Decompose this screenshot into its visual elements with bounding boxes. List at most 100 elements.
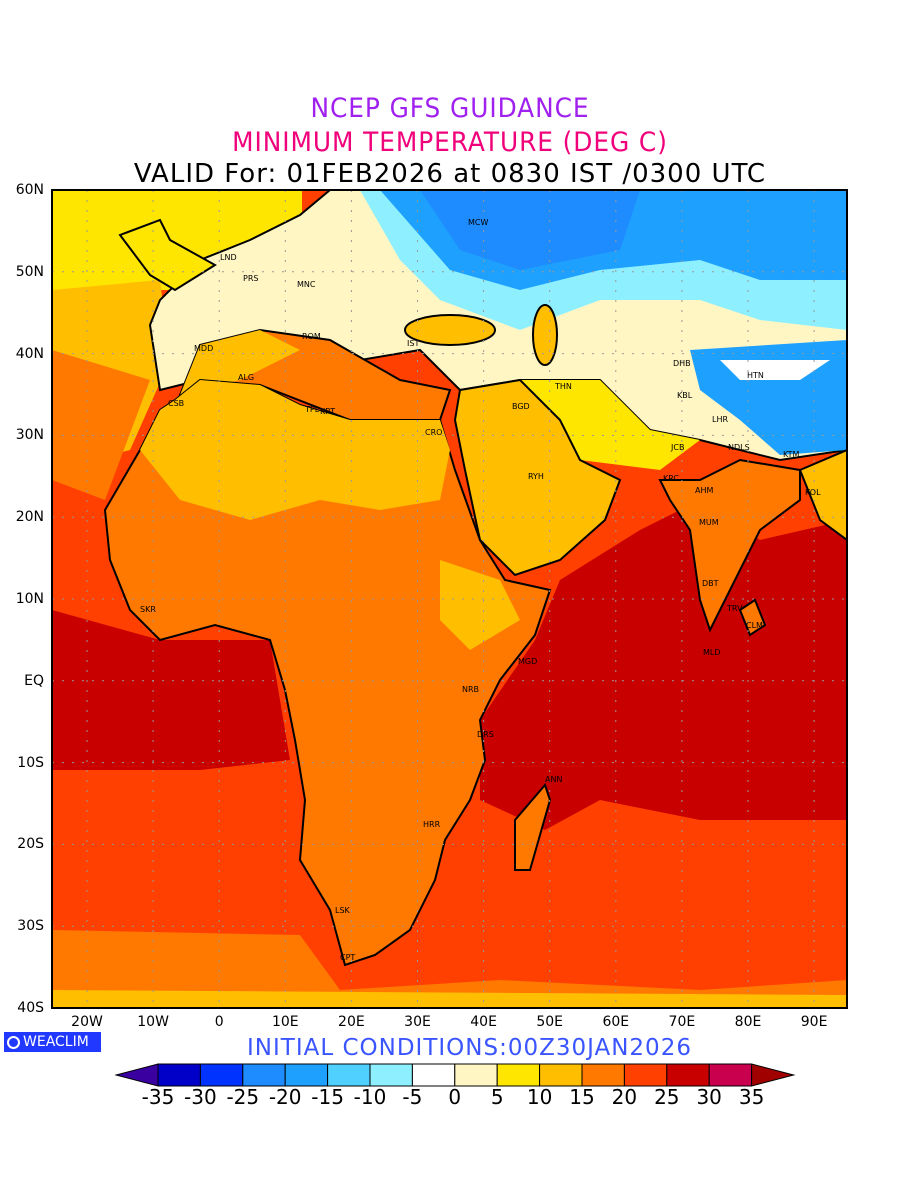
- city-label: HTN: [747, 371, 764, 380]
- colorbar-swatch: [284, 1063, 329, 1087]
- city-label: DBT: [702, 579, 719, 588]
- city-label: TRV: [726, 604, 743, 613]
- city-label: TPL: [304, 405, 320, 414]
- city-label: LHR: [712, 415, 728, 424]
- lon-label: 20E: [338, 1014, 365, 1030]
- colorbar-label: 15: [569, 1085, 595, 1109]
- lon-label: 40E: [470, 1014, 497, 1030]
- lat-label: 40S: [17, 1000, 44, 1016]
- city-label: DRS: [477, 730, 494, 739]
- colorbar-swatch: [157, 1063, 201, 1087]
- logo-text: WEACLIM: [23, 1034, 89, 1050]
- caspian-sea: [532, 304, 558, 366]
- map-frame: [51, 189, 848, 1009]
- sri-lanka-land: [738, 598, 767, 637]
- city-label: MNC: [297, 280, 316, 289]
- city-label: KRT: [320, 407, 335, 416]
- lon-label: 10E: [271, 1014, 299, 1030]
- colorbar-label: 35: [738, 1085, 765, 1109]
- city-label: ANN: [545, 775, 562, 784]
- southeast-asia-land: [798, 448, 847, 542]
- colorbar-swatch: [327, 1063, 371, 1087]
- lat-label: 20S: [17, 836, 44, 853]
- madagascar-land: [514, 783, 552, 871]
- city-label: ALG: [238, 373, 254, 382]
- lat-label: 50N: [15, 263, 44, 280]
- city-label: KRC: [663, 474, 679, 483]
- arabia-land: [453, 378, 622, 577]
- logo-icon: [7, 1035, 20, 1049]
- colorbar-label: -20: [268, 1085, 302, 1109]
- lon-label: 70E: [668, 1014, 696, 1030]
- city-label: CPT: [340, 953, 355, 962]
- colorbar-label: 20: [611, 1085, 638, 1109]
- southern-band: [52, 930, 847, 1008]
- title-valid-time: VALID For: 01FEB2026 at 0830 IST /0300 U…: [133, 159, 767, 189]
- city-label: KTM: [783, 450, 800, 459]
- city-label: LSK: [335, 906, 351, 915]
- title-variable: MINIMUM TEMPERATURE (DEG C): [232, 127, 668, 158]
- city-label: LND: [220, 253, 237, 262]
- uk-land: [118, 218, 217, 292]
- colorbar-swatch: [623, 1063, 668, 1087]
- atlantic-band: [52, 350, 150, 500]
- tropical-atlantic: [52, 610, 290, 770]
- colorbar-swatch: [454, 1063, 498, 1087]
- lon-label: 10W: [137, 1014, 169, 1030]
- lon-label: 90E: [800, 1014, 828, 1030]
- city-label: CLM: [746, 621, 763, 630]
- city-label: PRS: [243, 274, 258, 283]
- city-label: MCW: [468, 218, 488, 227]
- colorbar-label: -30: [184, 1085, 217, 1109]
- city-label: ROM: [302, 332, 321, 341]
- colorbar-label: 5: [490, 1085, 504, 1109]
- lat-label: 30S: [17, 918, 44, 935]
- title-model: NCEP GFS GUIDANCE: [310, 93, 590, 124]
- colorbar-swatch: [708, 1063, 753, 1087]
- colorbar-label: 10: [526, 1085, 553, 1109]
- colorbar-label: -10: [353, 1085, 387, 1109]
- city-label: SKR: [140, 605, 156, 614]
- colorbar-swatch: [496, 1063, 541, 1087]
- lon-label: 60E: [602, 1014, 630, 1030]
- colorbar: [115, 1063, 796, 1087]
- city-label: NDLS: [728, 443, 750, 452]
- colorbar-over-arrow: [751, 1063, 796, 1087]
- city-label: NRB: [462, 685, 479, 694]
- ethiopia-highlands: [440, 560, 520, 650]
- lat-label: 60N: [15, 182, 44, 198]
- city-label: HRR: [423, 820, 441, 829]
- city-label: MLD: [703, 648, 721, 657]
- lat-label: 20N: [15, 509, 44, 526]
- lat-label: 30N: [15, 427, 44, 444]
- lat-label: 10S: [17, 754, 44, 771]
- city-label: MDD: [194, 344, 213, 353]
- southern-cool-band: [52, 990, 847, 1008]
- colorbar-swatch: [539, 1063, 583, 1087]
- colorbar-label: -35: [141, 1085, 175, 1109]
- city-label: CSB: [168, 399, 184, 408]
- lon-label: 80E: [734, 1014, 762, 1030]
- colorbar-label: -5: [402, 1085, 423, 1109]
- initial-conditions: INITIAL CONDITIONS:00Z30JAN2026: [247, 1035, 692, 1061]
- city-label: KOL: [805, 488, 821, 497]
- colorbar-label: -25: [226, 1085, 260, 1109]
- colorbar-under-arrow: [115, 1063, 159, 1087]
- city-label: KBL: [677, 391, 693, 400]
- city-label: CRO: [425, 428, 442, 437]
- tibet-white: [720, 360, 830, 380]
- city-label: RYH: [528, 472, 544, 481]
- west-mediterranean: [180, 330, 300, 395]
- india-land: [658, 458, 801, 633]
- city-label: BGD: [512, 402, 530, 411]
- weaclim-logo: WEACLIM: [4, 1032, 101, 1052]
- colorbar-label: 30: [696, 1085, 722, 1109]
- lon-label: 30E: [404, 1014, 431, 1030]
- cold-region-core: [420, 190, 640, 270]
- city-labels: MCW LND PRS MNC ROM MDD IST ALG CSB TPL KRT CRO BGD T…: [140, 218, 821, 962]
- lon-label: 20W: [71, 1014, 103, 1030]
- city-label: THN: [554, 382, 572, 391]
- colorbar-swatch: [199, 1063, 244, 1087]
